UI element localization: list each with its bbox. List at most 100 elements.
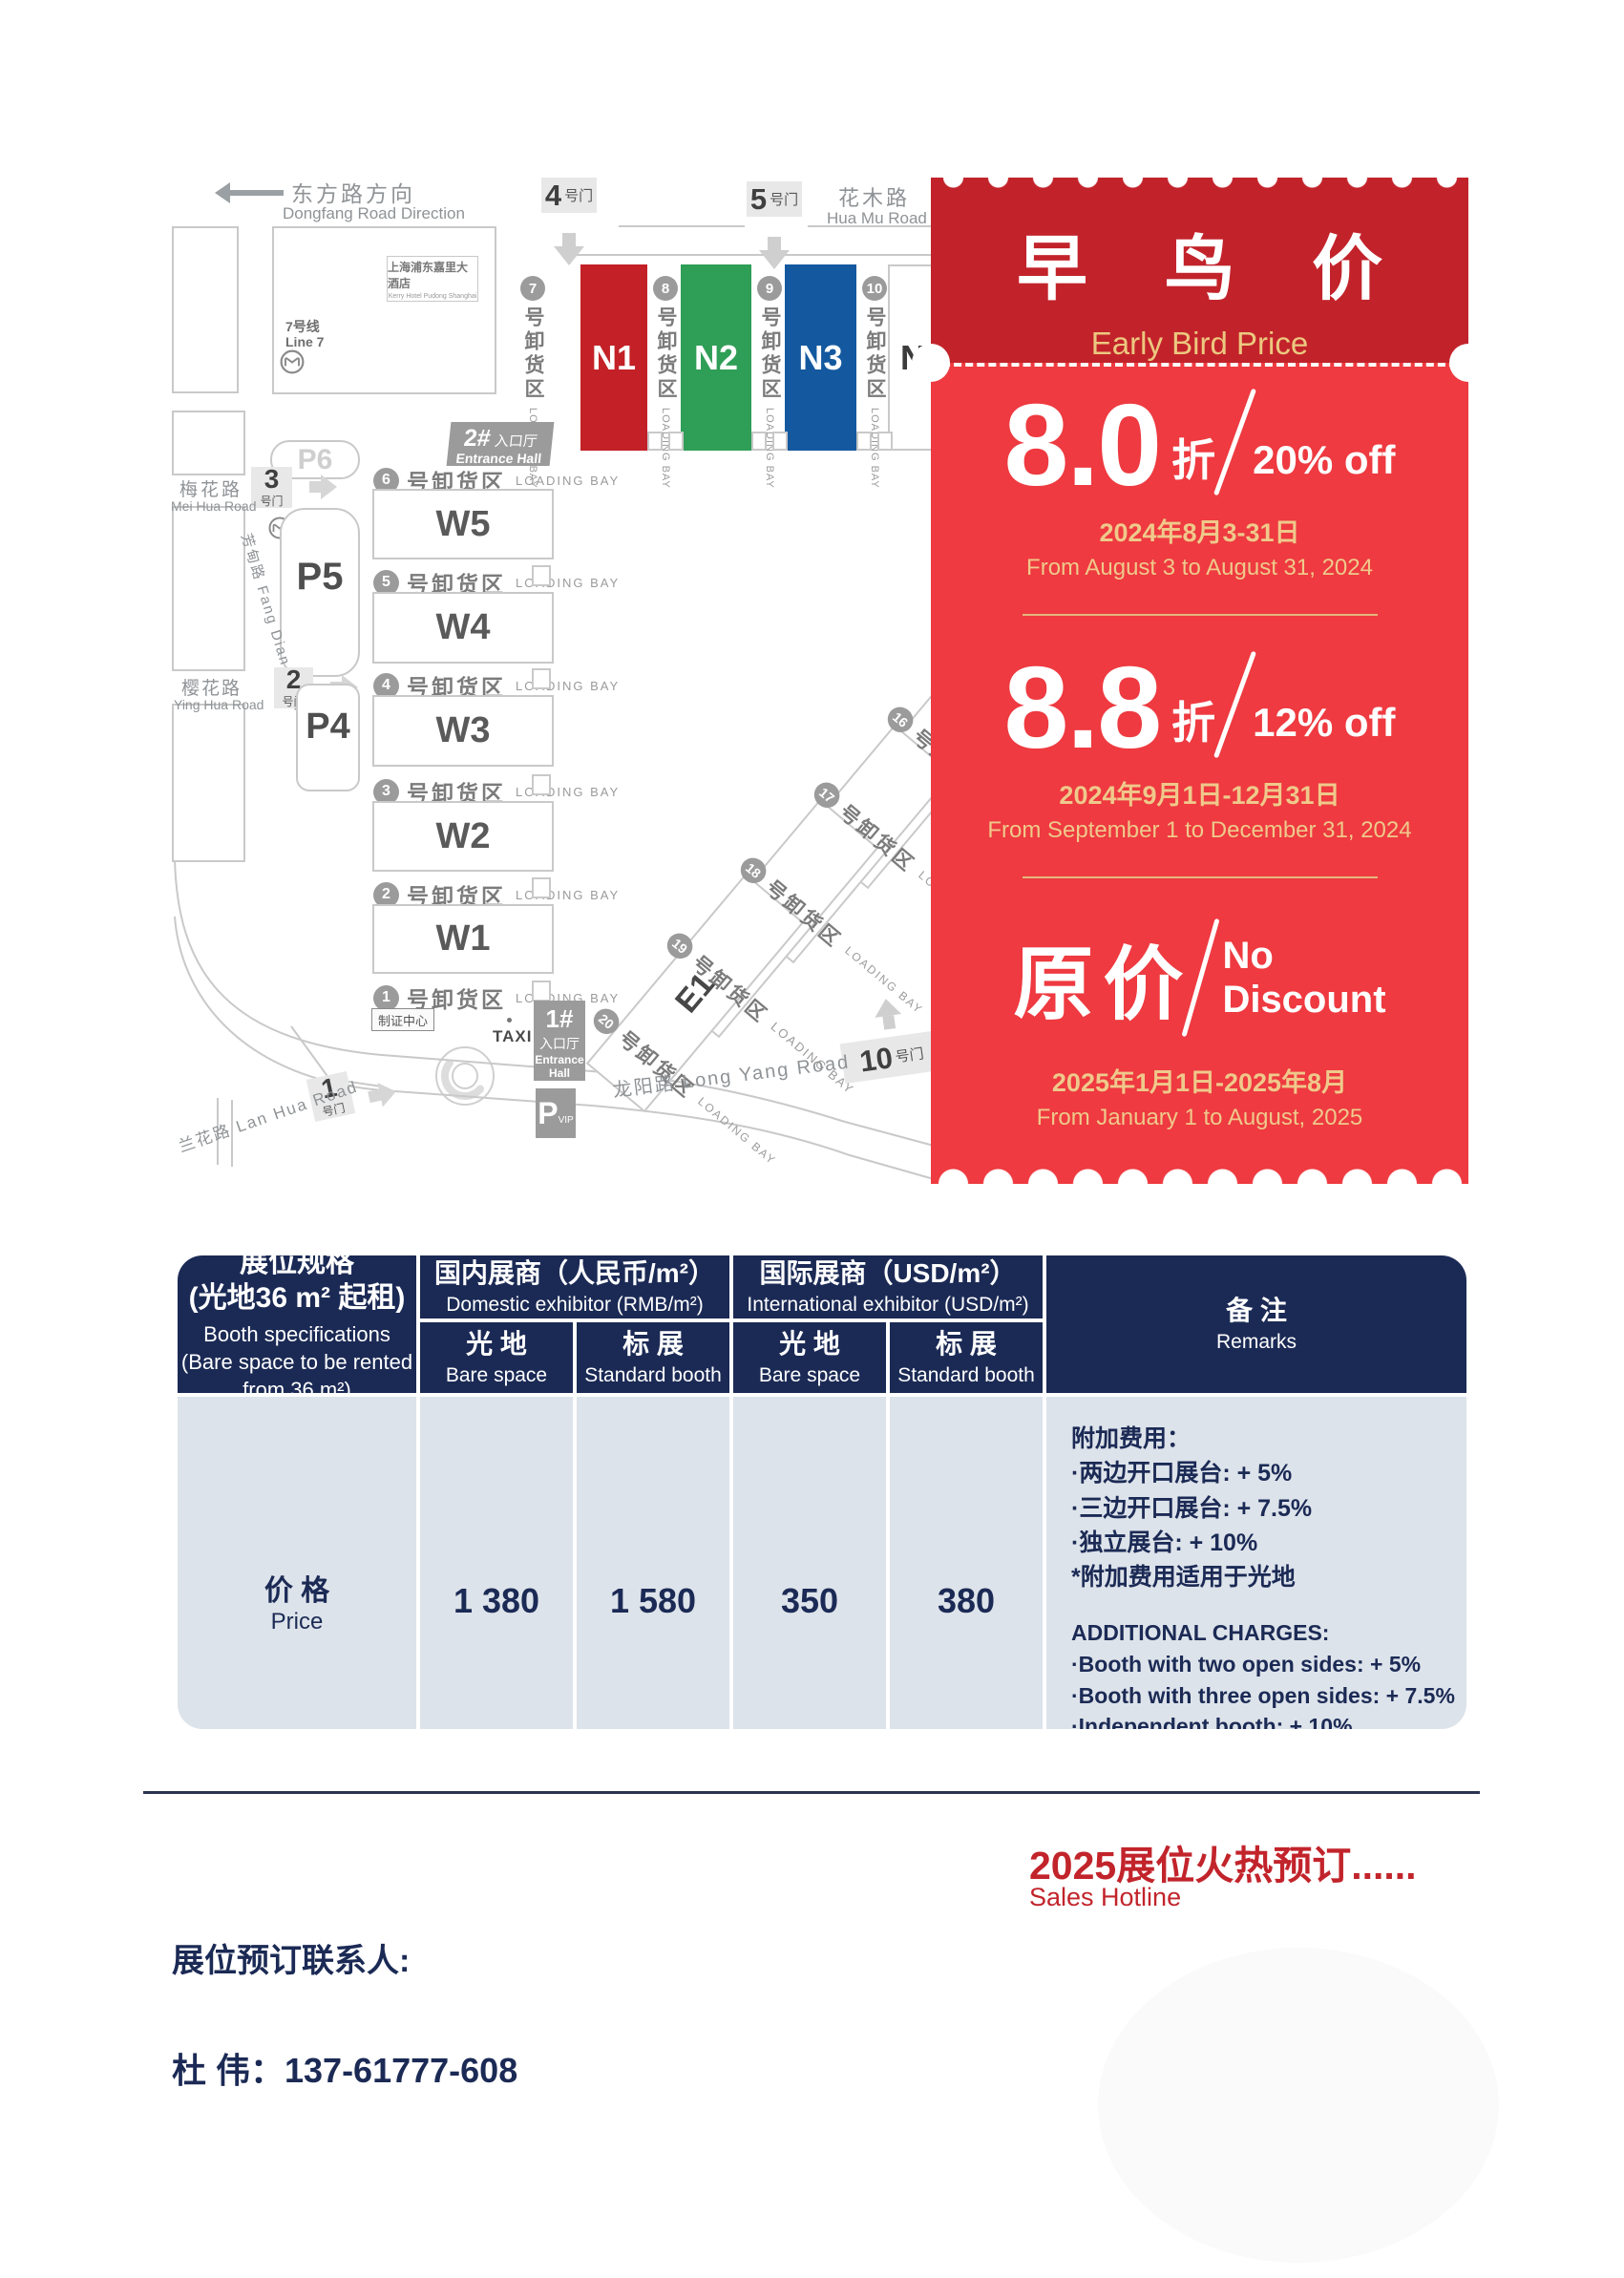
slash-icon: [1213, 388, 1257, 496]
parking-p4: P4: [296, 684, 360, 791]
parking-vip: P VIP: [536, 1088, 576, 1138]
bay-notch: [647, 432, 663, 451]
remarks-cn-line: ·三边开口展台: + 7.5%: [1071, 1494, 1313, 1522]
header-international: 国际展商（USD/m²） International exhibitor (US…: [733, 1255, 1043, 1318]
header-domestic: 国内展商（人民币/m²） Domestic exhibitor (RMB/m²): [420, 1255, 729, 1318]
gate-10-number: 10: [857, 1040, 896, 1079]
bay-8-cn: 号卸货区: [655, 306, 677, 402]
slash-icon: [1213, 650, 1257, 759]
entrance-1-number: 1#: [545, 1004, 574, 1033]
footer-divider: [143, 1791, 1480, 1794]
metro-line7-cn: 7号线: [285, 319, 320, 334]
hall-w2: W2: [372, 801, 554, 872]
bay-notch: [532, 774, 551, 795]
remarks-cell: 附加费用： ·两边开口展台: + 5% ·三边开口展台: + 7.5% ·独立展…: [1046, 1397, 1466, 1729]
bay-1-cn: 号卸货区: [407, 987, 506, 1012]
bay-notch: [532, 877, 551, 898]
gate-4-suffix: 号门: [564, 188, 594, 204]
bay-10-cn: 号卸货区: [864, 306, 886, 402]
tier-2: 8.8 折 12% off: [1003, 642, 1396, 772]
road-meihua-cn: 梅花路: [179, 480, 243, 500]
arrow-head: [215, 182, 230, 203]
bay-notch: [532, 981, 551, 1002]
hall-w5: W5: [372, 489, 554, 559]
road-yinghua-cn: 樱花路: [181, 679, 243, 699]
sales-title: 2025展位火热预订......: [1029, 1844, 1417, 1888]
remarks-cn-line: 附加费用：: [1071, 1425, 1192, 1452]
remarks-cn-line: ·两边开口展台: + 5%: [1071, 1460, 1293, 1487]
road-line-top-a: [619, 225, 745, 227]
bay-8-en: LOADING BAY: [660, 408, 671, 489]
early-bird-ticket: 早 鸟 价 Early Bird Price 8.0 折 20% off 202…: [912, 178, 1487, 1184]
gate-4-arrow-icon: [554, 233, 584, 265]
hotel-block: [272, 226, 496, 394]
tier-3-cn: 原价: [1013, 939, 1193, 1029]
entrance-2-cn: 入口厅: [493, 433, 538, 450]
taxi-dot: [507, 1018, 512, 1023]
entrance-hall-1: 1# 入口厅 Entrance Hall: [534, 1001, 585, 1081]
entrance-1-en1: Entrance: [535, 1053, 584, 1066]
remarks-cn: 备 注: [1226, 1296, 1287, 1326]
ticket-body: 8.0 折 20% off 2024年8月3-31日 From August 3…: [931, 363, 1468, 1184]
gate-2-number: 2: [285, 664, 302, 694]
tier-1-number: 8.0: [1003, 379, 1163, 510]
tier-3-en2: Discount: [1222, 979, 1386, 1021]
roundabout-outer: [435, 1046, 495, 1106]
tier-3-date-cn: 2025年1月1日-2025年8月: [1051, 1068, 1348, 1097]
parking-vip-p: P: [538, 1095, 559, 1130]
tier-2-zhe: 折: [1171, 698, 1216, 748]
gate-4: 4 号门: [541, 178, 597, 213]
ticket-divider-1: [1022, 614, 1378, 616]
loading-bay-10: 10 号卸货区 LOADING BAY: [862, 276, 887, 489]
hotel-name-en: Kerry Hotel Pudong Shanghai: [388, 292, 477, 300]
hall-w4: W4: [372, 592, 554, 664]
hall-n3: N3: [785, 264, 856, 451]
parking-p6: P6: [270, 440, 360, 479]
intl-std-cn: 标 展: [936, 1329, 997, 1360]
ticket-header: 早 鸟 价 Early Bird Price: [931, 178, 1468, 363]
hall-w2-label: W2: [435, 815, 491, 856]
remarks-en-line: ·Booth with three open sides: + 7.5%: [1071, 1682, 1455, 1708]
venue-map: 东方路方向 Dongfang Road Direction 花木路 Hua Mu…: [0, 0, 1624, 1241]
badge-center-label: 制证中心: [371, 1008, 434, 1031]
tier-1: 8.0 折 20% off: [1003, 379, 1396, 510]
hall-w3-label: W3: [435, 710, 491, 750]
booth-specs-en-2: (Bare space to be rented: [180, 1349, 413, 1374]
city-block-d: [172, 704, 245, 862]
entrance-1-en2: Hall: [548, 1066, 570, 1080]
gate-10-arrow-icon: [872, 997, 902, 1018]
booth-specs-en-1: Booth specifications: [203, 1321, 390, 1346]
hotel-label-box: 上海浦东嘉里大酒店 Kerry Hotel Pudong Shanghai: [387, 256, 478, 302]
hall-n3-label: N3: [798, 337, 843, 377]
bay-20-num: 20: [595, 1010, 618, 1032]
remarks-cn-line: *附加费用适用于光地: [1071, 1564, 1296, 1591]
price-table: 展位规格 (光地36 m² 起租) Booth specifications (…: [178, 1255, 1466, 1729]
header-booth-specs: 展位规格 (光地36 m² 起租) Booth specifications (…: [178, 1255, 416, 1402]
hall-w4-label: W4: [435, 607, 491, 647]
tier-3: 原价 No Discount: [1013, 917, 1386, 1039]
hall-w1: W1: [372, 904, 554, 974]
bay-16-num: 16: [889, 708, 912, 730]
city-block-c: [172, 506, 245, 671]
parking-p5: P5: [280, 508, 360, 677]
tier-3-en: No Discount: [1222, 934, 1385, 1022]
city-block-b: [172, 411, 245, 475]
loading-bay-9-number: 9: [757, 276, 782, 301]
ticket-scallop-top: [931, 178, 1468, 189]
tier-3-en1: No: [1222, 935, 1274, 977]
ticket-subtitle: Early Bird Price: [1090, 326, 1309, 361]
intl-std-en: Standard booth: [897, 1363, 1035, 1386]
loading-bay-8-number: 8: [653, 276, 678, 301]
gate-5-suffix: 号门: [770, 192, 799, 208]
gate-5: 5 号门: [747, 181, 802, 217]
tier-2-number: 8.8: [1003, 642, 1163, 772]
dom-bare-en: Bare space: [445, 1363, 548, 1386]
bay-notch: [877, 432, 893, 451]
gate-3-arrow-icon: [309, 475, 337, 499]
bay-18-num: 18: [742, 859, 765, 881]
gate-3: 3 号门: [251, 466, 292, 508]
road-huamu-en: Hua Mu Road: [827, 209, 927, 227]
gate-3-suffix: 号门: [260, 495, 284, 508]
ticket-scallop-bottom: [931, 1168, 1468, 1184]
intl-bare-cn: 光 地: [779, 1329, 840, 1360]
